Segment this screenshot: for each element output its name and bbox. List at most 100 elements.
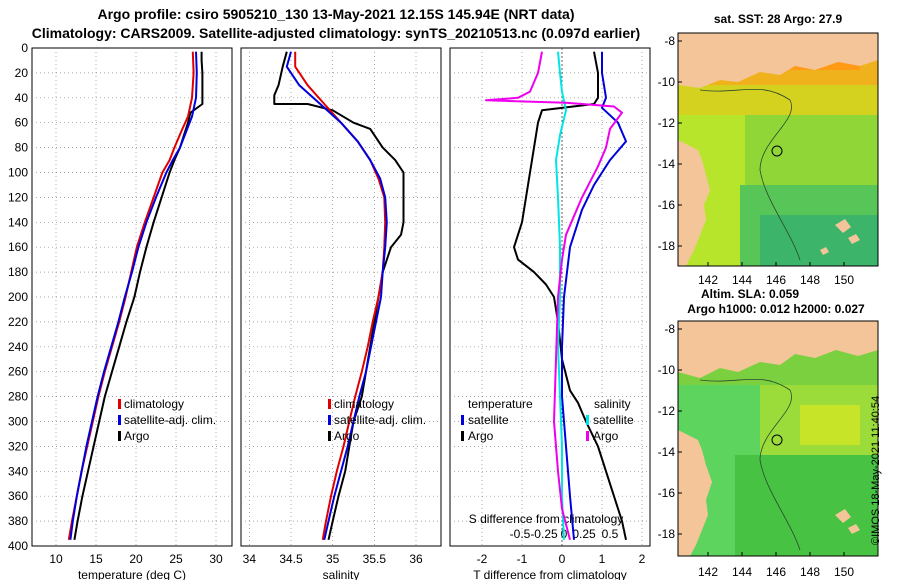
depth-axis: 0 20 40 60 80 100 120 140 160 180 200 220 240 260 280 3… xyxy=(8,41,28,553)
legend-label-climatology: climatology xyxy=(334,397,394,411)
difference-legend: temperature satellite Argo salinity sate… xyxy=(461,397,634,443)
depth-tick-label: 340 xyxy=(8,464,28,478)
depth-tick-label: 240 xyxy=(8,340,28,354)
map-x-tick-label: 142 xyxy=(698,565,718,579)
x-tick-label: 35 xyxy=(326,552,340,566)
altimetry-map-frame xyxy=(677,320,879,557)
x-tick-label: 1 xyxy=(599,552,606,566)
top-tick-label: 0.5 xyxy=(602,527,619,541)
depth-tick-label: 160 xyxy=(8,240,28,254)
imos-timestamp: ©IMOS 18-May-2021 11:40:54 xyxy=(870,395,882,545)
altimetry-zone-4 xyxy=(735,455,878,556)
salinity-panel: 34 34.5 35 35.5 36 salinity xyxy=(240,47,442,580)
depth-tick-label: 40 xyxy=(15,91,29,105)
legend-label-t-argo: Argo xyxy=(468,429,494,443)
map-x-tick-label: 150 xyxy=(834,565,854,579)
altimetry-contour xyxy=(699,378,801,551)
legend-swatch-satellite xyxy=(118,415,121,425)
legend-swatch-argo xyxy=(328,431,331,441)
series-line-argo xyxy=(513,51,627,541)
x-tick-label: 34 xyxy=(243,552,257,566)
x-tick-label: 0 xyxy=(559,552,566,566)
legend-label-argo: Argo xyxy=(124,429,150,443)
title-line-2: Climatology: CARS2009. Satellite-adjuste… xyxy=(31,25,641,41)
depth-tick-label: 60 xyxy=(15,116,29,130)
depth-tick-label: 300 xyxy=(8,415,28,429)
land-cape-york xyxy=(678,430,712,556)
x-axis-label: T difference from climatology xyxy=(473,568,627,580)
sst-map-title: sat. SST: 28 Argo: 27.9 xyxy=(714,12,843,26)
depth-tick-label: 0 xyxy=(21,41,28,55)
legend-swatch-t-satellite xyxy=(461,415,464,425)
depth-tick-label: 400 xyxy=(8,539,28,553)
sst-map-axes: 142 144 146 148 150 -8 -10 -12 -14 -16 -18 xyxy=(658,34,855,287)
map-y-tick-label: -14 xyxy=(658,157,676,171)
x-tick-label: 36 xyxy=(409,552,423,566)
map-x-tick-label: 142 xyxy=(698,273,718,287)
map-x-tick-label: 146 xyxy=(766,273,786,287)
legend-title-salinity: salinity xyxy=(594,397,631,411)
series-line-sat_salinity xyxy=(555,51,567,540)
map-y-tick-label: -18 xyxy=(658,239,676,253)
depth-tick-label: 360 xyxy=(8,489,28,503)
x-axis-label: temperature (deg C) xyxy=(78,568,186,580)
temperature-legend: climatology satellite-adj. clim. Argo xyxy=(118,397,216,443)
difference-panel: -2 -1 0 1 2 T difference from climatology S di… xyxy=(449,47,651,580)
legend-swatch-s-argo xyxy=(586,431,589,441)
map-y-tick-label: -8 xyxy=(664,34,675,48)
legend-label-satellite: satellite-adj. clim. xyxy=(334,413,426,427)
x-tick-label: -1 xyxy=(517,552,528,566)
title-line-1: Argo profile: csiro 5905210_130 13-May-2… xyxy=(97,6,575,22)
series-line-clim_salinity_diff xyxy=(485,51,623,541)
top-axis-label: S difference from climatology xyxy=(469,512,624,526)
depth-tick-label: 380 xyxy=(8,514,28,528)
depth-tick-label: 200 xyxy=(8,290,28,304)
depth-tick-label: 20 xyxy=(15,66,29,80)
sst-map-footer: Altim. SLA: 0.059 xyxy=(701,287,799,301)
altimetry-map xyxy=(678,321,878,556)
depth-tick-label: 180 xyxy=(8,265,28,279)
x-axis-label: salinity xyxy=(323,568,360,580)
x-tick-label: 20 xyxy=(129,552,143,566)
legend-label-t-satellite: satellite xyxy=(468,413,509,427)
x-tick-label: 30 xyxy=(209,552,223,566)
altimetry-zone-3 xyxy=(800,405,860,445)
series-line-satellite xyxy=(69,51,198,540)
x-tick-label: 10 xyxy=(49,552,63,566)
map-x-tick-label: 148 xyxy=(800,565,820,579)
x-tick-label: 25 xyxy=(169,552,183,566)
map-x-tick-label: 150 xyxy=(834,273,854,287)
map-y-tick-label: -8 xyxy=(664,322,675,336)
legend-label-s-satellite: satellite xyxy=(593,413,634,427)
land-cape-york xyxy=(678,140,710,266)
land-new-guinea xyxy=(678,33,878,88)
top-tick-label: 0.25 xyxy=(572,527,596,541)
depth-tick-label: 80 xyxy=(15,141,29,155)
series-line-argo xyxy=(73,51,204,540)
map-y-tick-label: -10 xyxy=(658,363,676,377)
map-y-tick-label: -16 xyxy=(658,198,676,212)
x-tick-label: -2 xyxy=(477,552,488,566)
sst-map xyxy=(678,33,878,266)
depth-tick-label: 260 xyxy=(8,365,28,379)
series-line-satellite xyxy=(285,51,388,541)
sst-warm-zone xyxy=(678,85,878,115)
map-y-tick-label: -10 xyxy=(658,75,676,89)
x-tick-label: 2 xyxy=(639,552,646,566)
sst-contour xyxy=(699,88,801,261)
map-x-tick-label: 146 xyxy=(766,565,786,579)
sst-map-frame xyxy=(677,32,879,267)
map-x-tick-label: 144 xyxy=(732,273,752,287)
legend-swatch-climatology xyxy=(328,399,331,409)
depth-tick-label: 100 xyxy=(8,166,28,180)
map-y-tick-label: -12 xyxy=(658,116,676,130)
altimetry-map-axes: 142 144 146 148 150 -8 -10 -12 -14 -16 -18 xyxy=(658,322,855,579)
sst-green-zone xyxy=(745,115,878,185)
x-tick-label: 15 xyxy=(89,552,103,566)
salinity-legend: climatology satellite-adj. clim. Argo xyxy=(328,397,426,443)
land-islands xyxy=(820,219,860,255)
depth-tick-label: 120 xyxy=(8,190,28,204)
depth-tick-label: 220 xyxy=(8,315,28,329)
map-x-tick-label: 148 xyxy=(800,273,820,287)
